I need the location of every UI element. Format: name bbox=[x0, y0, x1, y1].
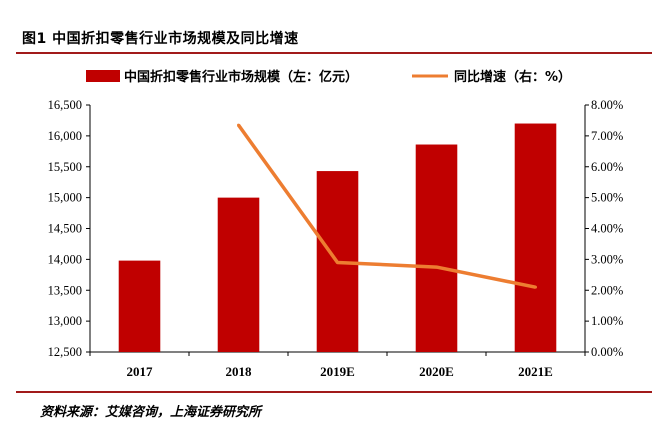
right-tick-label: 3.00% bbox=[591, 252, 623, 266]
x-tick-label: 2018 bbox=[226, 364, 253, 379]
line-series bbox=[237, 123, 537, 289]
figure-title: 图1 中国折扣零售行业市场规模及同比增速 bbox=[22, 31, 299, 47]
right-tick-label: 1.00% bbox=[591, 314, 623, 328]
growth-point bbox=[435, 265, 438, 269]
bar-series bbox=[118, 123, 557, 353]
tick-labels: 12,500 13,000 13,500 14,000 14,500 15,000 15,5… bbox=[48, 98, 624, 379]
left-tick-label: 16,000 bbox=[48, 129, 82, 143]
right-tick-label: 2.00% bbox=[591, 283, 623, 297]
x-tick-label: 2019E bbox=[320, 364, 355, 379]
legend: 中国折扣零售行业市场规模（左：亿元） 同比增速（右：%） bbox=[86, 69, 571, 85]
left-tick-label: 13,500 bbox=[48, 283, 82, 297]
right-tick-label: 4.00% bbox=[591, 222, 623, 236]
legend-line-label: 同比增速（右：%） bbox=[454, 69, 571, 85]
left-tick-label: 16,500 bbox=[48, 98, 82, 112]
x-tick-label: 2020E bbox=[419, 364, 454, 379]
growth-point bbox=[534, 285, 537, 289]
right-tick-label: 6.00% bbox=[591, 160, 623, 174]
growth-line bbox=[237, 124, 536, 289]
left-tick-label: 13,000 bbox=[48, 314, 82, 328]
left-tick-label: 14,500 bbox=[48, 222, 82, 236]
x-tick-label: 2021E bbox=[518, 364, 553, 379]
bar bbox=[514, 123, 557, 353]
title-rule bbox=[16, 52, 652, 54]
source-note: 资料来源：艾媒咨询，上海证券研究所 bbox=[40, 405, 262, 420]
left-tick-label: 12,500 bbox=[48, 345, 82, 359]
left-tick-label: 15,500 bbox=[48, 160, 82, 174]
bar bbox=[217, 197, 260, 352]
right-tick-label: 0.00% bbox=[591, 345, 623, 359]
x-tick-label: 2017 bbox=[127, 364, 154, 379]
growth-point bbox=[336, 260, 339, 264]
right-tick-label: 7.00% bbox=[591, 129, 623, 143]
footer-rule bbox=[16, 391, 652, 393]
growth-point bbox=[237, 123, 240, 127]
right-tick-label: 8.00% bbox=[591, 98, 623, 112]
left-tick-label: 14,000 bbox=[48, 252, 82, 266]
legend-bar-swatch bbox=[86, 70, 120, 82]
legend-bar-label: 中国折扣零售行业市场规模（左：亿元） bbox=[124, 69, 358, 85]
bar bbox=[118, 260, 161, 352]
right-tick-label: 5.00% bbox=[591, 191, 623, 205]
bar bbox=[415, 144, 458, 352]
left-tick-label: 15,000 bbox=[48, 191, 82, 205]
